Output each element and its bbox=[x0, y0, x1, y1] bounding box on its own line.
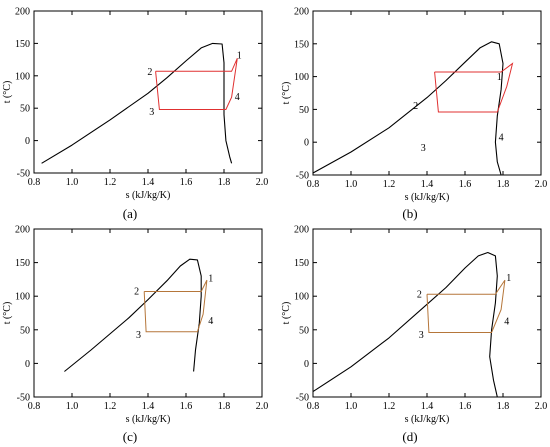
x-tick-label: 1.6 bbox=[459, 179, 472, 190]
cycle-path bbox=[143, 279, 208, 333]
y-tick-label: 100 bbox=[15, 292, 30, 303]
x-tick-label: 1.8 bbox=[497, 401, 510, 412]
x-tick-label: 1.6 bbox=[180, 401, 193, 412]
x-axis-label: s (kJ/kg/K) bbox=[405, 192, 450, 203]
x-tick-label: 2.0 bbox=[535, 401, 548, 412]
x-tick-label: 1.0 bbox=[345, 401, 358, 412]
plot-frame bbox=[312, 228, 542, 398]
y-tick-label: 150 bbox=[15, 258, 30, 269]
plot-frame bbox=[33, 228, 263, 398]
y-tick-label: 50 bbox=[20, 325, 30, 336]
x-tick-label: 1.0 bbox=[345, 179, 358, 190]
x-tick-label: 1.2 bbox=[383, 401, 396, 412]
y-axis-label: t (°C) bbox=[2, 81, 13, 104]
cycle-path bbox=[155, 58, 238, 110]
saturation-curve bbox=[312, 251, 498, 398]
x-tick-label: 1.4 bbox=[142, 177, 155, 188]
x-tick-label: 0.8 bbox=[307, 179, 320, 190]
state-point-label: 4 bbox=[499, 132, 504, 143]
x-tick-label: 0.8 bbox=[28, 401, 41, 412]
y-tick-label: -50 bbox=[17, 169, 30, 180]
panel-caption: (b) bbox=[402, 206, 417, 221]
y-tick-label: 200 bbox=[15, 225, 30, 236]
state-point-label: 3 bbox=[419, 330, 424, 341]
cycle-path bbox=[426, 279, 506, 333]
y-tick-label: 100 bbox=[294, 72, 309, 83]
y-tick-label: 200 bbox=[294, 225, 309, 236]
y-tick-label: 50 bbox=[299, 105, 309, 116]
y-tick-label: 100 bbox=[15, 71, 30, 82]
x-tick-label: 1.2 bbox=[104, 401, 117, 412]
x-tick-label: 1.6 bbox=[180, 177, 193, 188]
x-tick-label: 1.2 bbox=[383, 179, 396, 190]
y-tick-label: -50 bbox=[17, 393, 30, 404]
chart-panel: 0.8 1.0 1.2 1.4 1.6 1.8 2.0 -50 0 50 100 150 200 s (k… bbox=[2, 225, 268, 445]
x-tick-label: 1.4 bbox=[142, 401, 155, 412]
y-tick-label: -50 bbox=[296, 393, 309, 404]
state-point-label: 3 bbox=[136, 330, 141, 341]
state-point-label: 4 bbox=[504, 317, 509, 328]
chart-panel: 0.8 1.0 1.2 1.4 1.6 1.8 2.0 -50 0 50 100 150 200 s (k… bbox=[281, 225, 547, 445]
y-axis-label: t (°C) bbox=[281, 82, 292, 105]
saturation-curve bbox=[41, 42, 233, 164]
x-tick-label: 2.0 bbox=[256, 401, 269, 412]
x-tick-label: 1.0 bbox=[66, 401, 79, 412]
x-tick-label: 1.4 bbox=[421, 179, 434, 190]
saturation-curve bbox=[64, 258, 202, 372]
y-tick-label: 150 bbox=[294, 258, 309, 269]
state-point-label: 2 bbox=[134, 286, 139, 297]
state-point-label: 1 bbox=[208, 274, 213, 285]
x-axis-label: s (kJ/kg/K) bbox=[126, 190, 171, 201]
state-point-label: 3 bbox=[149, 107, 154, 118]
y-axis-label: t (°C) bbox=[281, 302, 292, 325]
y-tick-label: 50 bbox=[299, 325, 309, 336]
y-tick-label: -50 bbox=[296, 171, 309, 182]
y-tick-label: 0 bbox=[304, 359, 309, 370]
y-tick-label: 0 bbox=[25, 359, 30, 370]
state-point-label: 2 bbox=[147, 67, 152, 78]
x-tick-label: 1.4 bbox=[421, 401, 434, 412]
x-tick-label: 2.0 bbox=[256, 177, 269, 188]
state-point-label: 2 bbox=[417, 290, 422, 301]
y-tick-label: 150 bbox=[15, 39, 30, 50]
cycle-path bbox=[434, 62, 514, 113]
x-axis-label: s (kJ/kg/K) bbox=[126, 414, 171, 425]
x-tick-label: 0.8 bbox=[307, 401, 320, 412]
saturation-curve bbox=[312, 41, 504, 176]
y-tick-label: 0 bbox=[304, 138, 309, 149]
state-point-label: 3 bbox=[421, 143, 426, 154]
state-point-label: 2 bbox=[413, 101, 418, 112]
x-tick-label: 0.8 bbox=[28, 177, 41, 188]
x-tick-label: 1.8 bbox=[497, 179, 510, 190]
y-tick-label: 200 bbox=[15, 7, 30, 18]
chart-panel: 0.8 1.0 1.2 1.4 1.6 1.8 2.0 -50 0 50 100 150 200 s (k… bbox=[281, 7, 547, 222]
y-tick-label: 100 bbox=[294, 292, 309, 303]
y-tick-label: 200 bbox=[294, 7, 309, 18]
plot-frame bbox=[312, 10, 542, 176]
state-point-label: 1 bbox=[506, 273, 511, 284]
panel-caption: (a) bbox=[123, 206, 137, 221]
x-tick-label: 1.2 bbox=[104, 177, 117, 188]
y-tick-label: 0 bbox=[25, 136, 30, 147]
state-point-label: 4 bbox=[208, 316, 213, 327]
x-tick-label: 1.8 bbox=[218, 177, 231, 188]
panel-caption: (c) bbox=[123, 429, 137, 444]
x-tick-label: 2.0 bbox=[535, 179, 548, 190]
state-point-label: 4 bbox=[235, 92, 240, 103]
chart-panel: 0.8 1.0 1.2 1.4 1.6 1.8 2.0 -50 0 50 100 150 200 s (k… bbox=[2, 7, 268, 222]
state-point-label: 1 bbox=[237, 51, 242, 62]
panel-caption: (d) bbox=[402, 429, 417, 444]
y-tick-label: 150 bbox=[294, 39, 309, 50]
x-tick-label: 1.8 bbox=[218, 401, 231, 412]
y-tick-label: 50 bbox=[20, 104, 30, 115]
y-axis-label: t (°C) bbox=[2, 302, 13, 325]
x-tick-label: 1.0 bbox=[66, 177, 79, 188]
x-tick-label: 1.6 bbox=[459, 401, 472, 412]
state-point-label: 1 bbox=[497, 72, 502, 83]
x-axis-label: s (kJ/kg/K) bbox=[405, 414, 450, 425]
